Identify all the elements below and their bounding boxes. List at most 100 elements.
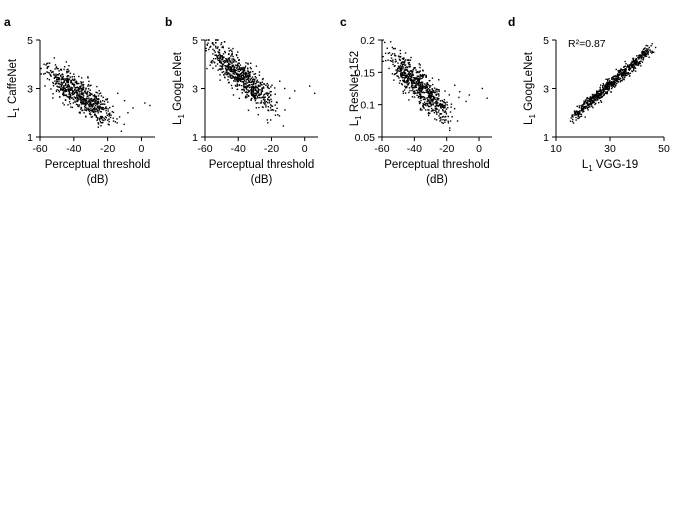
scatter-point: [627, 65, 630, 67]
scatter-point: [257, 81, 260, 83]
scatter-point: [631, 61, 633, 64]
scatter-point: [62, 78, 65, 81]
scatter-point: [418, 85, 420, 87]
scatter-point: [622, 77, 624, 79]
scatter-point: [246, 91, 248, 94]
scatter-point: [240, 66, 242, 69]
scatter-point: [395, 60, 397, 62]
scatter-point: [61, 89, 64, 91]
scatter-point: [237, 68, 239, 70]
scatter-point: [261, 90, 264, 93]
scatter-point: [232, 55, 234, 58]
scatter-point: [221, 54, 223, 57]
scatter-point: [96, 85, 98, 88]
scatter-point: [435, 110, 437, 113]
scatter-point: [84, 103, 87, 105]
scatter-point: [417, 75, 420, 77]
y-tick-label: 3: [192, 84, 198, 96]
scatter-point: [440, 103, 443, 106]
scatter-point: [102, 99, 104, 102]
scatter-point: [403, 57, 405, 59]
scatter-point: [95, 110, 97, 113]
scatter-point: [432, 90, 435, 92]
scatter-point: [241, 92, 243, 94]
scatter-point: [262, 86, 265, 88]
scatter-point: [577, 114, 580, 116]
scatter-point: [244, 65, 247, 67]
scatter-point: [249, 75, 251, 78]
scatter-point: [236, 54, 238, 57]
scatter-point: [623, 72, 625, 74]
scatter-point: [410, 76, 413, 79]
scatter-point: [409, 75, 411, 77]
scatter-point: [106, 98, 109, 100]
scatter-point: [78, 94, 81, 97]
scatter-point: [607, 78, 609, 81]
scatter-point: [80, 97, 82, 100]
scatter-point: [76, 91, 79, 94]
scatter-point: [242, 81, 245, 84]
scatter-point: [81, 100, 83, 102]
scatter-point: [418, 71, 421, 73]
scatter-point: [238, 62, 240, 64]
scatter-point: [98, 93, 100, 95]
scatter-point: [216, 58, 219, 60]
scatter-point: [75, 86, 77, 89]
scatter-point: [223, 56, 225, 59]
scatter-point: [68, 92, 71, 94]
scatter-point: [250, 81, 252, 83]
scatter-point: [77, 87, 80, 89]
scatter-point: [582, 103, 585, 106]
scatter-point: [582, 106, 585, 109]
scatter-point: [425, 97, 427, 99]
scatter-point: [254, 96, 256, 98]
scatter-point: [270, 105, 273, 107]
scatter-point: [627, 72, 630, 74]
scatter-point: [63, 93, 65, 95]
scatter-point: [429, 90, 431, 92]
scatter-point: [397, 55, 400, 57]
scatter-point: [421, 74, 424, 76]
scatter-point: [245, 78, 248, 81]
scatter-point: [428, 109, 430, 111]
scatter-point: [84, 90, 87, 92]
scatter-point: [411, 83, 413, 85]
scatter-point: [436, 111, 438, 114]
scatter-point: [276, 101, 278, 104]
scatter-point: [237, 63, 239, 66]
scatter-point: [96, 109, 98, 112]
scatter-point: [644, 52, 647, 55]
scatter-point: [234, 64, 237, 66]
scatter-point: [420, 75, 422, 77]
scatter-point: [412, 74, 414, 76]
scatter-point: [111, 111, 113, 113]
scatter-point: [263, 94, 265, 96]
scatter-point: [61, 88, 63, 90]
scatter-point: [650, 45, 652, 47]
scatter-point: [219, 68, 221, 70]
scatter-point: [247, 72, 250, 74]
scatter-point: [642, 48, 645, 50]
scatter-point: [234, 71, 236, 73]
scatter-point: [219, 58, 221, 60]
scatter-point: [227, 76, 229, 78]
scatter-point: [431, 88, 433, 90]
scatter-point: [59, 83, 61, 86]
scatter-point: [583, 103, 586, 105]
scatter-point: [213, 61, 215, 63]
scatter-point: [634, 62, 637, 65]
scatter-point: [248, 84, 250, 86]
scatter-point: [105, 116, 108, 119]
scatter-point: [68, 97, 71, 99]
scatter-point: [219, 79, 221, 81]
scatter-point: [88, 104, 90, 106]
scatter-point: [212, 43, 214, 45]
scatter-point: [243, 86, 245, 88]
scatter-point: [269, 104, 272, 106]
scatter-point: [105, 112, 108, 114]
scatter-point: [62, 82, 65, 84]
scatter-point: [245, 84, 247, 86]
scatter-point: [238, 67, 241, 69]
scatter-point: [85, 104, 87, 107]
